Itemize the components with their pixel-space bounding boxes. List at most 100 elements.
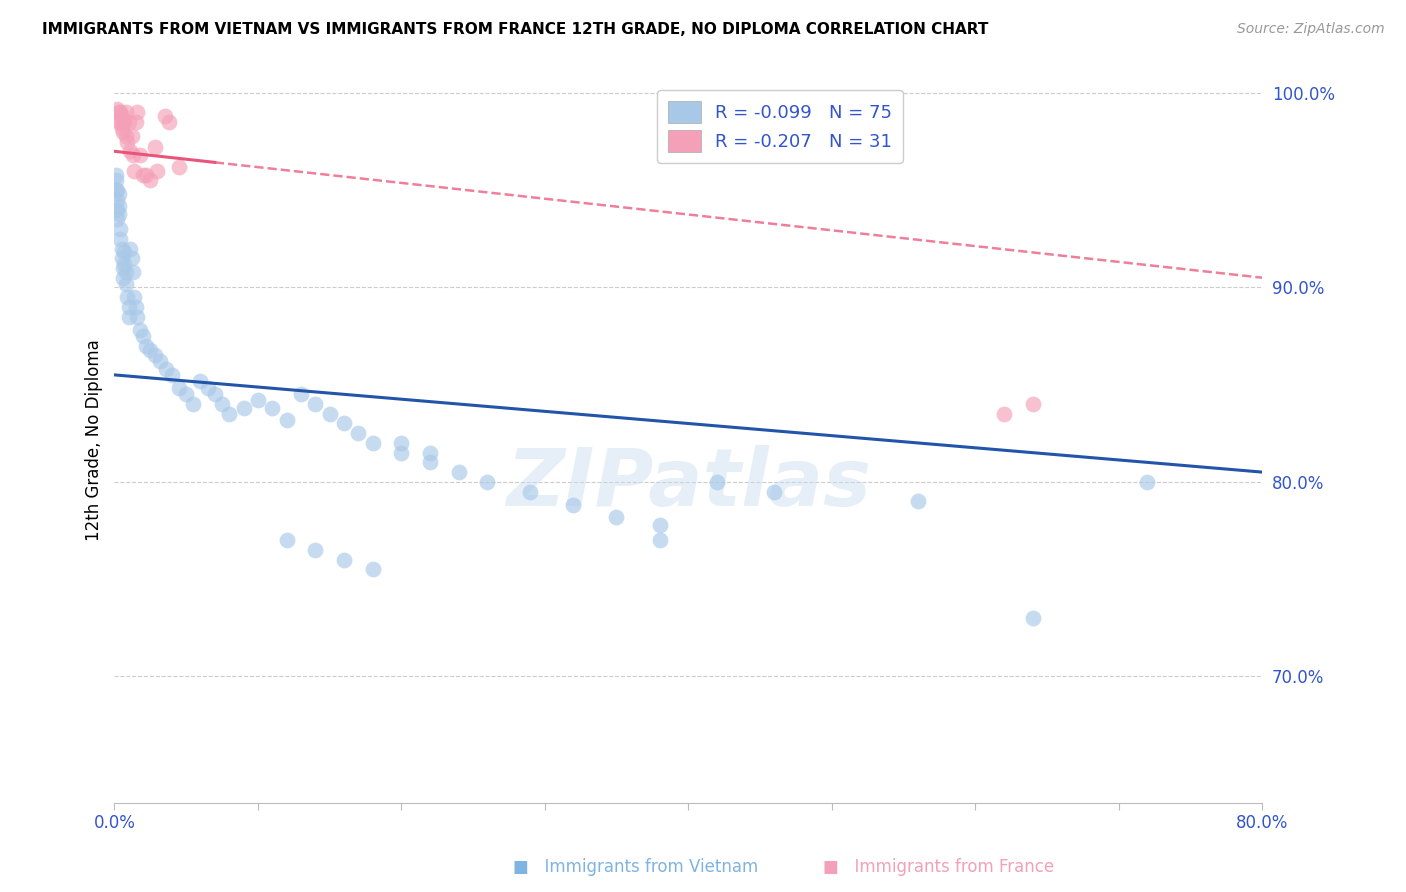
Point bbox=[197, 382, 219, 396]
Point bbox=[232, 401, 254, 415]
Point bbox=[318, 407, 340, 421]
Point bbox=[111, 113, 134, 128]
Point bbox=[110, 120, 132, 135]
Point bbox=[519, 484, 541, 499]
Point bbox=[114, 115, 136, 129]
Point bbox=[167, 382, 190, 396]
Point bbox=[1021, 611, 1043, 625]
Point bbox=[111, 260, 134, 275]
Point bbox=[139, 343, 162, 357]
Legend: R = -0.099   N = 75, R = -0.207   N = 31: R = -0.099 N = 75, R = -0.207 N = 31 bbox=[658, 90, 903, 163]
Point bbox=[104, 183, 127, 197]
Point bbox=[143, 140, 166, 154]
Point bbox=[993, 407, 1015, 421]
Point bbox=[477, 475, 499, 489]
Point bbox=[115, 265, 138, 279]
Point bbox=[107, 105, 129, 120]
Point bbox=[129, 323, 152, 337]
Point bbox=[155, 362, 177, 376]
Point bbox=[262, 401, 284, 415]
Text: ■   Immigrants from Vietnam: ■ Immigrants from Vietnam bbox=[513, 858, 758, 876]
Point bbox=[105, 202, 128, 217]
Point bbox=[121, 128, 143, 143]
Point bbox=[190, 374, 212, 388]
Point bbox=[111, 125, 134, 139]
Point bbox=[347, 426, 370, 441]
Point bbox=[118, 310, 141, 324]
Point bbox=[132, 329, 155, 343]
Point bbox=[125, 115, 148, 129]
Point bbox=[211, 397, 233, 411]
Point bbox=[218, 407, 240, 421]
Point bbox=[160, 368, 183, 382]
Point bbox=[105, 102, 128, 116]
Point bbox=[157, 115, 180, 129]
Point bbox=[120, 145, 142, 159]
Point bbox=[129, 148, 152, 162]
Point bbox=[107, 115, 129, 129]
Point bbox=[907, 494, 929, 508]
Point bbox=[122, 148, 145, 162]
Point bbox=[333, 552, 356, 566]
Point bbox=[447, 465, 470, 479]
Point bbox=[276, 533, 298, 548]
Point bbox=[146, 163, 169, 178]
Point bbox=[605, 509, 627, 524]
Point bbox=[108, 232, 131, 246]
Point bbox=[124, 290, 146, 304]
Point bbox=[107, 187, 129, 202]
Point bbox=[763, 484, 786, 499]
Point bbox=[105, 183, 128, 197]
Point bbox=[304, 542, 326, 557]
Point bbox=[127, 310, 149, 324]
Point bbox=[107, 206, 129, 220]
Point bbox=[107, 199, 129, 213]
Point bbox=[124, 163, 146, 178]
Point bbox=[648, 533, 671, 548]
Point bbox=[125, 300, 148, 314]
Point bbox=[361, 562, 384, 576]
Point bbox=[115, 128, 138, 143]
Point bbox=[153, 109, 176, 123]
Point bbox=[115, 277, 138, 291]
Point bbox=[135, 339, 157, 353]
Point bbox=[276, 412, 298, 426]
Point bbox=[361, 436, 384, 450]
Point bbox=[114, 257, 136, 271]
Point bbox=[204, 387, 226, 401]
Point bbox=[118, 300, 141, 314]
Point bbox=[389, 436, 412, 450]
Point bbox=[117, 290, 139, 304]
Point bbox=[181, 397, 204, 411]
Point bbox=[562, 498, 585, 512]
Point bbox=[104, 173, 127, 187]
Point bbox=[149, 354, 172, 368]
Text: Source: ZipAtlas.com: Source: ZipAtlas.com bbox=[1237, 22, 1385, 37]
Point bbox=[246, 393, 269, 408]
Point bbox=[174, 387, 197, 401]
Y-axis label: 12th Grade, No Diploma: 12th Grade, No Diploma bbox=[86, 339, 103, 541]
Point bbox=[115, 105, 138, 120]
Point bbox=[104, 168, 127, 182]
Point bbox=[110, 252, 132, 266]
Point bbox=[139, 173, 162, 187]
Point bbox=[333, 417, 356, 431]
Point bbox=[1136, 475, 1159, 489]
Point bbox=[143, 348, 166, 362]
Point bbox=[290, 387, 312, 401]
Point bbox=[419, 455, 441, 469]
Text: IMMIGRANTS FROM VIETNAM VS IMMIGRANTS FROM FRANCE 12TH GRADE, NO DIPLOMA CORRELA: IMMIGRANTS FROM VIETNAM VS IMMIGRANTS FR… bbox=[42, 22, 988, 37]
Point bbox=[108, 222, 131, 236]
Point bbox=[110, 242, 132, 256]
Point bbox=[110, 109, 132, 123]
Point bbox=[648, 517, 671, 532]
Point bbox=[132, 168, 155, 182]
Point bbox=[111, 270, 134, 285]
Text: ■   Immigrants from France: ■ Immigrants from France bbox=[823, 858, 1053, 876]
Point bbox=[122, 265, 145, 279]
Point bbox=[135, 168, 157, 182]
Point bbox=[419, 445, 441, 459]
Point bbox=[167, 160, 190, 174]
Point bbox=[121, 252, 143, 266]
Point bbox=[117, 135, 139, 149]
